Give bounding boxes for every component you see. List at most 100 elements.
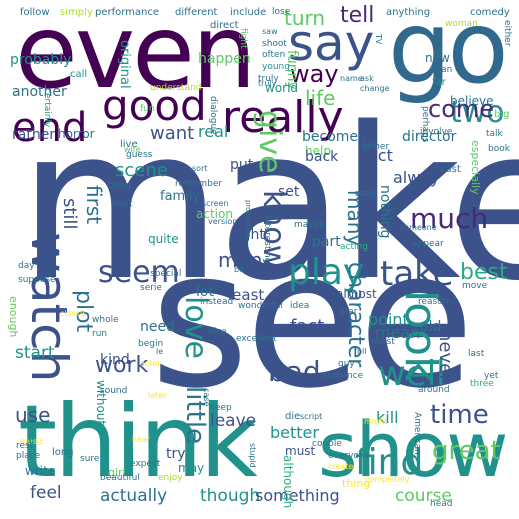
word-perhaps: perhaps <box>420 106 430 143</box>
word-kind: kind <box>100 352 130 368</box>
word-two: two <box>450 95 505 130</box>
word-enjoy: enjoy <box>158 473 183 483</box>
word-give: give <box>252 110 287 174</box>
word-guess: guess <box>126 150 153 160</box>
word-ask: ask <box>360 74 374 83</box>
word-action: action <box>196 207 233 221</box>
word-often: often <box>262 50 286 60</box>
word-three: three <box>470 379 494 389</box>
word-acting: acting <box>340 242 368 252</box>
word-try: try <box>166 446 186 462</box>
word-part: part <box>312 234 341 250</box>
word-expect: expect <box>130 459 161 469</box>
word-original: original <box>117 40 132 89</box>
word-though: though <box>200 486 261 506</box>
word-enough: enough <box>7 296 20 338</box>
word-play: play <box>288 252 365 293</box>
word-music: music <box>20 437 44 446</box>
word-change: change <box>360 84 390 93</box>
word-nice: nice <box>208 327 227 337</box>
word-reason: reason <box>418 297 449 307</box>
word-remember: remember <box>175 179 223 189</box>
word-long: long <box>52 447 74 458</box>
word-follow: follow <box>20 7 50 18</box>
word-performance: performance <box>95 7 160 18</box>
word-believe: believe <box>450 94 494 108</box>
word-use: use <box>15 403 51 427</box>
word-around: around <box>418 385 450 395</box>
word-actor: actor <box>140 359 161 368</box>
word-want: want <box>150 123 195 144</box>
word-lot: lot <box>196 284 214 300</box>
word-create: create <box>328 462 354 471</box>
word-young: young <box>262 62 290 72</box>
word-need: need <box>140 319 175 335</box>
word-short: short <box>112 199 133 208</box>
word-know: know <box>256 190 291 270</box>
word-script: script <box>300 412 323 421</box>
word-couple: couple <box>312 439 342 449</box>
word-love: love <box>178 296 213 359</box>
word-completely: completely <box>365 475 410 484</box>
word-even: even <box>15 0 257 112</box>
word-quite: quite <box>148 232 179 246</box>
word-scene: scene <box>115 160 168 181</box>
word-talk: talk <box>486 129 503 139</box>
word-stupid: stupid <box>248 443 257 468</box>
word-special: special <box>150 269 182 279</box>
word-actually: actually <box>100 486 168 506</box>
word-least: least <box>228 286 265 304</box>
word-act: act <box>368 146 393 165</box>
word-shoot: shoot <box>262 39 287 49</box>
word-show: show <box>318 405 508 494</box>
word-live: live <box>120 139 138 150</box>
word-wife: wife <box>124 145 141 154</box>
word-bit: bit <box>234 265 245 274</box>
word-call: call <box>70 69 88 80</box>
word-different: different <box>175 7 218 18</box>
word-book: book <box>488 144 510 154</box>
word-life: life <box>305 86 336 110</box>
word-hear: hear <box>132 435 151 444</box>
word-american: American <box>412 412 422 455</box>
word-back: back <box>305 149 339 165</box>
word-better: better <box>270 423 319 442</box>
word-sort: sort <box>192 164 208 173</box>
word-new: new <box>425 51 450 65</box>
word-probably: probably <box>10 52 72 68</box>
word-way: way <box>290 60 339 88</box>
word-dialogue: dialogue <box>208 96 218 135</box>
word-roll: roll <box>354 347 367 356</box>
word-plot: plot <box>71 290 96 333</box>
word-nothing: nothing <box>377 185 393 239</box>
word-beautiful: beautiful <box>100 473 140 483</box>
word-anything: anything <box>386 7 431 18</box>
word-rest: rest <box>16 441 34 451</box>
word-well: well <box>378 354 446 394</box>
word-another: another <box>12 84 67 100</box>
word-cast: cast <box>440 164 461 175</box>
word-turn: turn <box>284 6 326 30</box>
word-excellent: excellent <box>236 334 277 344</box>
word-world: world <box>265 81 299 95</box>
word-must: must <box>285 444 316 458</box>
word-time: time <box>430 400 489 430</box>
word-star: star <box>340 307 358 317</box>
word-sure: sure <box>80 454 100 464</box>
word-end: end <box>12 105 88 151</box>
word-wonderful: wonderful <box>238 301 283 311</box>
word-man: man <box>218 248 263 272</box>
word-seem: seem <box>98 255 180 290</box>
word-screen: screen <box>202 199 229 208</box>
word-tell: tell <box>340 3 375 28</box>
word-read: read <box>355 189 376 199</box>
word-direct: direct <box>210 20 239 31</box>
word-character: character <box>343 262 368 368</box>
word-first: first <box>82 185 106 225</box>
word-suppose: suppose <box>18 275 56 285</box>
word-director: director <box>402 129 457 145</box>
word-audience: audience <box>322 371 364 381</box>
word-bring: bring <box>108 181 132 191</box>
word-horror: horror <box>58 127 95 141</box>
